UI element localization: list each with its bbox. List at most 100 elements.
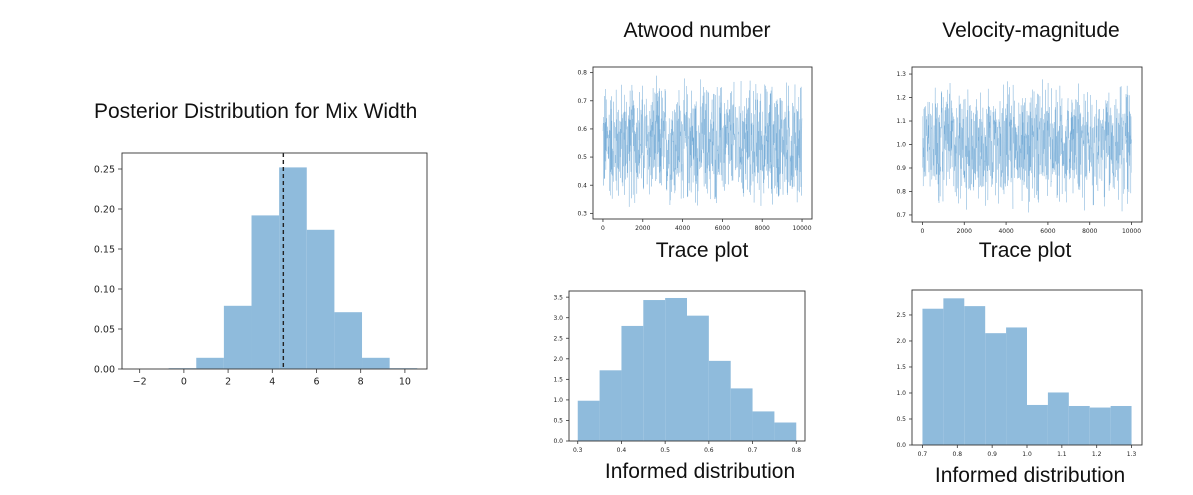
velocity-trace-y-tick-label: 0.9 bbox=[896, 165, 906, 172]
mix-width-bar bbox=[334, 312, 363, 369]
mix-width-y-tick-label: 0.10 bbox=[94, 284, 115, 295]
atwood-trace-y-tick-label: 0.6 bbox=[577, 126, 587, 133]
velocity-hist-x-tick-label: 1.0 bbox=[1022, 451, 1032, 458]
atwood-trace-x-tick-label: 6000 bbox=[715, 225, 730, 232]
velocity-hist-x-tick-label: 1.3 bbox=[1127, 451, 1137, 458]
velocity-trace-y-tick-label: 0.8 bbox=[896, 189, 906, 196]
atwood-trace-x-tick-label: 0 bbox=[601, 225, 605, 232]
atwood-hist-bar bbox=[687, 315, 709, 441]
velocity-trace-y-tick-label: 1.3 bbox=[896, 71, 906, 78]
atwood-hist-bar bbox=[577, 400, 600, 441]
atwood-trace-series-line bbox=[602, 75, 803, 207]
mix-width-bar bbox=[251, 215, 280, 369]
velocity-hist-x-tick-label: 0.8 bbox=[953, 451, 963, 458]
atwood-hist-axes-frame bbox=[568, 290, 806, 442]
main-chart-title: Posterior Distribution for Mix Width bbox=[94, 100, 418, 123]
velocity-hist-caption: Informed distribution bbox=[934, 464, 1126, 487]
atwood-trace-y-tick-label: 0.8 bbox=[577, 70, 587, 77]
velocity-hist-bar bbox=[1068, 405, 1090, 445]
mix-width-x-tick-label: 0 bbox=[181, 377, 187, 388]
mix-width-bar bbox=[196, 357, 224, 369]
mix-width-x-tick-label: 6 bbox=[313, 377, 319, 388]
velocity-trace-x-tick-label: 4000 bbox=[998, 228, 1013, 235]
atwood-hist-x-tick-label: 0.4 bbox=[617, 447, 627, 454]
atwood-hist-x-tick-label: 0.8 bbox=[791, 447, 801, 454]
velocity-hist-bar bbox=[985, 333, 1007, 445]
velocity-trace-x-tick-label: 0 bbox=[921, 228, 925, 235]
atwood-hist-y-tick-label: 1.0 bbox=[553, 397, 563, 404]
velocity-hist-x-tick-label: 0.7 bbox=[918, 451, 928, 458]
velocity-hist-y-tick-label: 0.5 bbox=[896, 416, 906, 423]
atwood-hist-y-tick-label: 0.0 bbox=[553, 438, 563, 445]
atwood-column-title: Atwood number bbox=[623, 19, 771, 42]
atwood-hist-bar bbox=[774, 422, 797, 441]
mix-width-bar bbox=[362, 357, 390, 369]
atwood-trace-caption: Trace plot bbox=[655, 239, 749, 262]
mix-width-x-tick-label: 8 bbox=[358, 377, 364, 388]
atwood-trace-x-tick-label: 10000 bbox=[792, 225, 811, 232]
mix-width-bar bbox=[306, 229, 335, 369]
velocity-hist-x-tick-label: 1.2 bbox=[1092, 451, 1102, 458]
velocity-hist-y-tick-label: 2.0 bbox=[896, 338, 906, 345]
velocity-hist-bar bbox=[943, 298, 965, 445]
velocity-hist-bar bbox=[964, 306, 986, 445]
velocity-hist-y-tick-label: 1.0 bbox=[896, 390, 906, 397]
velocity-hist-bar bbox=[1047, 392, 1069, 445]
atwood-trace-y-tick-label: 0.5 bbox=[577, 154, 587, 161]
mix-width-bar bbox=[223, 305, 252, 369]
velocity-hist-bar bbox=[1089, 407, 1111, 445]
velocity-hist-bar bbox=[922, 308, 944, 445]
velocity-trace-y-tick-label: 1.0 bbox=[896, 142, 906, 149]
mix-width-y-tick-label: 0.15 bbox=[94, 244, 115, 255]
atwood-hist-y-tick-label: 2.0 bbox=[553, 356, 563, 363]
velocity-trace-y-tick-label: 1.2 bbox=[896, 95, 906, 102]
atwood-hist-y-tick-label: 3.5 bbox=[553, 294, 563, 301]
atwood-hist-bar bbox=[708, 360, 731, 441]
atwood-hist-x-tick-label: 0.6 bbox=[704, 447, 714, 454]
atwood-hist-bar bbox=[665, 297, 687, 441]
mix-width-y-tick-label: 0.20 bbox=[94, 204, 115, 215]
atwood-hist-y-tick-label: 3.0 bbox=[553, 315, 563, 322]
atwood-trace-y-tick-label: 0.4 bbox=[577, 182, 587, 189]
mix-width-y-tick-label: 0.05 bbox=[94, 324, 115, 335]
atwood-trace-y-tick-label: 0.3 bbox=[577, 210, 587, 217]
mix-width-x-tick-label: 4 bbox=[269, 377, 275, 388]
mix-width-x-tick-label: 2 bbox=[225, 377, 231, 388]
velocity-trace-x-tick-label: 2000 bbox=[957, 228, 972, 235]
atwood-trace-axes-frame bbox=[592, 66, 813, 220]
atwood-trace-x-tick-label: 8000 bbox=[755, 225, 770, 232]
atwood-hist-y-tick-label: 1.5 bbox=[553, 376, 563, 383]
atwood-trace-y-tick-label: 0.7 bbox=[577, 98, 587, 105]
velocity-trace-y-tick-label: 1.1 bbox=[896, 118, 906, 125]
atwood-trace-x-tick-label: 4000 bbox=[675, 225, 690, 232]
mix-width-y-tick-label: 0.00 bbox=[94, 364, 115, 375]
velocity-hist-bar bbox=[1006, 327, 1027, 445]
velocity-trace-x-tick-label: 8000 bbox=[1082, 228, 1097, 235]
velocity-hist-y-tick-label: 0.0 bbox=[896, 442, 906, 449]
velocity-trace-x-tick-label: 10000 bbox=[1122, 228, 1141, 235]
mix-width-x-tick-label: 10 bbox=[399, 377, 411, 388]
mix-width-x-tick-label: −2 bbox=[133, 377, 147, 388]
atwood-hist-bar bbox=[599, 370, 622, 441]
atwood-hist-bar bbox=[730, 388, 753, 441]
velocity-hist-y-tick-label: 1.5 bbox=[896, 364, 906, 371]
velocity-trace-caption: Trace plot bbox=[978, 239, 1072, 262]
atwood-hist-caption: Informed distribution bbox=[604, 460, 796, 483]
velocity-hist-x-tick-label: 1.1 bbox=[1057, 451, 1067, 458]
atwood-hist-x-tick-label: 0.5 bbox=[660, 447, 670, 454]
atwood-hist-x-tick-label: 0.3 bbox=[573, 447, 583, 454]
velocity-trace-y-tick-label: 0.7 bbox=[896, 212, 906, 219]
velocity-trace-series-line bbox=[922, 79, 1132, 213]
velocity-trace-x-tick-label: 6000 bbox=[1040, 228, 1055, 235]
velocity-hist-bar bbox=[1110, 405, 1132, 445]
atwood-hist-x-tick-label: 0.7 bbox=[748, 447, 758, 454]
velocity-hist-x-tick-label: 0.9 bbox=[987, 451, 997, 458]
atwood-hist-bar bbox=[752, 411, 775, 441]
atwood-hist-y-tick-label: 2.5 bbox=[553, 335, 563, 342]
velocity-hist-bar bbox=[1027, 404, 1048, 445]
mix-width-axes-frame bbox=[121, 152, 428, 370]
